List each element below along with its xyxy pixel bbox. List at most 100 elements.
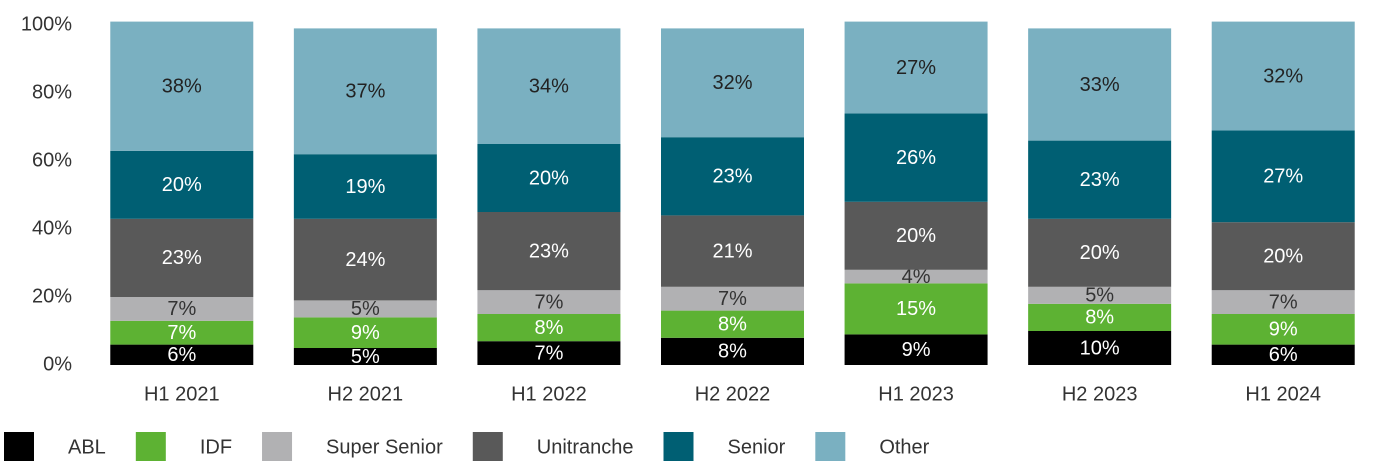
data-label: 6% <box>167 344 196 366</box>
bar-segment <box>1028 286 1172 304</box>
data-label: 21% <box>712 240 752 262</box>
x-tick-label: H1 2024 <box>1245 383 1321 405</box>
legend-swatch <box>262 432 293 461</box>
data-label: 37% <box>345 81 385 103</box>
y-tick-label: 80% <box>32 81 72 103</box>
bar-segment <box>293 154 437 219</box>
data-label: 7% <box>718 288 747 310</box>
data-label: 26% <box>896 147 936 169</box>
x-tick-label: H1 2023 <box>878 383 954 405</box>
bar-segment <box>110 344 254 365</box>
legend-label: Super Senior <box>326 436 443 458</box>
legend-swatch <box>4 432 34 461</box>
data-label: 19% <box>345 176 385 198</box>
bar-segment <box>110 21 254 151</box>
bar-segment <box>661 286 804 311</box>
bar-segment <box>293 28 437 155</box>
data-label: 6% <box>1269 344 1298 366</box>
bar-segment <box>1211 130 1355 223</box>
legend-label: ABL <box>68 436 106 458</box>
data-label: 9% <box>351 322 380 344</box>
bar-segment <box>1028 28 1172 141</box>
data-label: 20% <box>1080 242 1120 264</box>
bar-segment <box>661 337 804 365</box>
bar-segment <box>844 269 988 284</box>
data-label: 27% <box>896 57 936 79</box>
data-label: 27% <box>1263 166 1303 188</box>
bar-segment <box>844 334 988 365</box>
bar-segment <box>1028 303 1172 331</box>
bar-segment <box>293 300 437 318</box>
bar-segment <box>661 310 804 338</box>
legend-swatch <box>663 432 694 461</box>
bar-segment <box>844 21 988 114</box>
data-label: 7% <box>167 298 196 320</box>
bar-segment <box>293 218 437 301</box>
bar-segment <box>1028 140 1172 219</box>
x-tick-label: H2 2021 <box>328 383 404 405</box>
bar-segment <box>1028 218 1172 287</box>
legend-swatch <box>815 432 846 461</box>
bar-segment <box>844 201 988 270</box>
x-tick-label: H1 2021 <box>144 383 220 405</box>
data-label: 9% <box>902 339 931 361</box>
data-label: 20% <box>896 225 936 247</box>
y-tick-label: 100% <box>21 13 72 35</box>
bar-segment <box>661 28 804 138</box>
x-tick-label: H2 2022 <box>695 383 771 405</box>
bar-segment <box>293 317 437 348</box>
data-label: 8% <box>718 341 747 363</box>
data-label: 23% <box>712 166 752 188</box>
data-label: 34% <box>529 75 569 97</box>
data-label: 9% <box>1269 319 1298 341</box>
bar-segment <box>661 215 804 287</box>
data-label: 33% <box>1080 74 1120 96</box>
data-label: 8% <box>718 313 747 335</box>
data-label: 20% <box>529 167 569 189</box>
y-tick-label: 20% <box>32 285 72 307</box>
bar-segment <box>1211 290 1355 314</box>
data-label: 7% <box>534 342 563 364</box>
data-label: 7% <box>534 291 563 313</box>
data-label: 20% <box>162 174 202 196</box>
bar-segment <box>1211 314 1355 345</box>
data-label: 23% <box>1080 169 1120 191</box>
bar-segment <box>1211 21 1355 131</box>
bar-segment <box>110 150 254 219</box>
data-label: 7% <box>167 322 196 344</box>
legend-swatch <box>472 432 503 461</box>
legend-label: Unitranche <box>537 436 634 458</box>
bar-segment <box>1028 331 1172 365</box>
legend-swatch <box>135 432 166 461</box>
bar-segment <box>661 137 804 216</box>
x-tick-label: H2 2023 <box>1062 383 1138 405</box>
bar-segment <box>477 28 621 144</box>
bar-segment <box>477 144 621 212</box>
bar-segment <box>844 283 988 335</box>
bar-segment <box>477 314 621 342</box>
bar-segment <box>110 297 254 321</box>
data-label: 8% <box>1085 307 1114 329</box>
data-label: 5% <box>1085 285 1114 307</box>
data-label: 24% <box>345 249 385 271</box>
bar-segment <box>110 320 254 345</box>
bar-segment <box>477 341 621 365</box>
data-label: 20% <box>1263 245 1303 267</box>
x-tick-label: H1 2022 <box>511 383 587 405</box>
legend-label: IDF <box>200 436 232 458</box>
data-label: 32% <box>1263 65 1303 87</box>
data-label: 23% <box>529 240 569 262</box>
legend-label: Senior <box>728 436 786 458</box>
bar-segment <box>1211 344 1355 365</box>
legend-label: Other <box>879 436 929 458</box>
data-label: 10% <box>1080 337 1120 359</box>
data-label: 4% <box>902 266 931 288</box>
bar-segment <box>293 348 437 365</box>
data-label: 32% <box>712 72 752 94</box>
y-tick-label: 0% <box>43 353 72 375</box>
y-tick-label: 40% <box>32 217 72 239</box>
data-label: 8% <box>534 317 563 339</box>
data-label: 5% <box>351 298 380 320</box>
data-label: 38% <box>162 75 202 97</box>
